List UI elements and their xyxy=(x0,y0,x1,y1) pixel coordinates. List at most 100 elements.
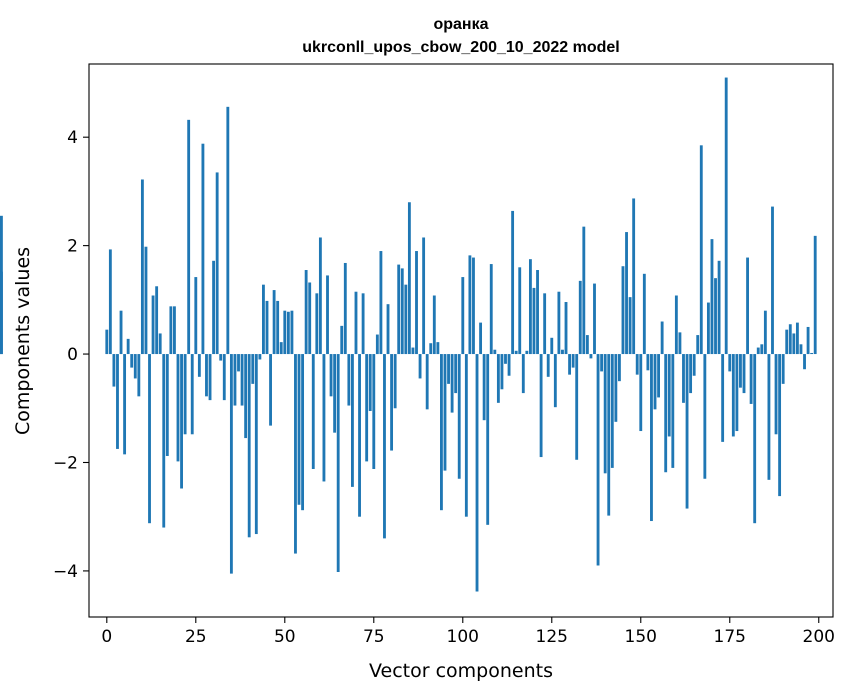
bar-177 xyxy=(735,354,739,432)
bar-145 xyxy=(621,266,625,355)
bar-97 xyxy=(450,354,454,413)
bar-74 xyxy=(368,354,372,411)
bar-193 xyxy=(792,333,796,355)
bar-155 xyxy=(657,354,660,398)
bar-39 xyxy=(244,354,248,439)
bar-33 xyxy=(222,354,226,401)
bar-194 xyxy=(795,322,799,355)
bar-86 xyxy=(411,347,415,355)
bar-19 xyxy=(173,306,176,355)
bar-143 xyxy=(614,354,618,422)
bar-164 xyxy=(689,354,693,394)
y-axis-ticks: −4 −2 0 2 4 xyxy=(53,128,89,582)
bar-91 xyxy=(429,343,433,355)
bar-118 xyxy=(525,350,529,355)
bar-198 xyxy=(810,352,814,355)
bar-125 xyxy=(550,337,554,355)
bar-10 xyxy=(140,179,144,355)
bar-27 xyxy=(201,143,205,355)
bar-65 xyxy=(336,354,340,572)
bar-3 xyxy=(116,354,119,449)
bar-11 xyxy=(144,246,148,355)
bar-20 xyxy=(176,354,180,462)
bar-106 xyxy=(482,354,486,421)
bar-99 xyxy=(457,354,461,479)
bar-191 xyxy=(785,329,789,355)
bar-21 xyxy=(180,354,183,489)
bar-23 xyxy=(187,119,191,355)
bar-69 xyxy=(351,354,354,487)
bar-186 xyxy=(767,354,771,480)
bar-34 xyxy=(226,106,230,355)
bar-105 xyxy=(479,322,483,355)
y-tick-label: 4 xyxy=(67,128,78,148)
bar-187 xyxy=(771,206,774,355)
bar-61 xyxy=(322,354,326,482)
bar-126 xyxy=(553,354,557,408)
bar-111 xyxy=(500,354,504,390)
bar-110 xyxy=(496,354,500,403)
bar-107 xyxy=(486,354,490,525)
bar-196 xyxy=(803,354,806,370)
bar-12 xyxy=(148,354,151,524)
bar-117 xyxy=(521,354,525,394)
bar-178 xyxy=(739,354,742,388)
bar-136 xyxy=(589,354,593,359)
x-tick-label: 200 xyxy=(803,627,835,647)
bar-120 xyxy=(532,287,536,355)
bar-93 xyxy=(436,342,440,355)
bar-2 xyxy=(112,354,116,387)
bar-81 xyxy=(393,354,397,409)
bar-24 xyxy=(190,354,194,435)
bar-62 xyxy=(326,275,329,355)
y-axis-label: Components values xyxy=(12,247,34,435)
bar-84 xyxy=(404,284,408,355)
bar-29 xyxy=(208,354,212,401)
bar-189 xyxy=(778,354,782,497)
bar-176 xyxy=(731,354,735,437)
bar-78 xyxy=(383,354,386,539)
bar-182 xyxy=(753,354,757,524)
bar-152 xyxy=(646,354,650,371)
bar-32 xyxy=(219,354,223,361)
bar-64 xyxy=(333,354,337,433)
bar-42 xyxy=(254,354,258,535)
x-tick-label: 0 xyxy=(101,627,112,647)
bar-108 xyxy=(489,264,493,355)
bar-131 xyxy=(571,354,575,368)
bar-102 xyxy=(468,255,472,355)
bar-89 xyxy=(422,237,426,355)
bar-157 xyxy=(664,354,668,473)
bar-53 xyxy=(294,354,297,554)
bar-4 xyxy=(119,310,123,355)
bar-172 xyxy=(717,260,721,355)
bar-13 xyxy=(151,295,155,355)
bar-15 xyxy=(158,333,162,355)
bar-133 xyxy=(578,280,582,355)
bar-73 xyxy=(365,354,369,462)
bar-67 xyxy=(343,262,347,355)
bar-192 xyxy=(788,324,792,355)
bar-38 xyxy=(240,354,244,406)
bar-41 xyxy=(251,354,255,384)
bar-49 xyxy=(279,342,283,355)
bar-48 xyxy=(276,300,280,355)
bar-190 xyxy=(781,354,785,384)
bar-197 xyxy=(806,326,810,355)
bar-139 xyxy=(600,354,604,372)
bar-167 xyxy=(699,145,703,355)
bar-82 xyxy=(397,264,401,355)
bar-98 xyxy=(454,354,458,394)
bar-183 xyxy=(756,347,760,355)
bar-151 xyxy=(642,273,646,355)
bar-100 xyxy=(461,277,465,355)
bar-45 xyxy=(265,300,269,355)
bar-36 xyxy=(233,354,237,406)
x-tick-label: 100 xyxy=(447,627,479,647)
x-axis-label: Vector components xyxy=(369,660,553,682)
bar-114 xyxy=(511,210,515,355)
bar-162 xyxy=(682,354,685,403)
bar-71 xyxy=(358,354,361,517)
bar-141 xyxy=(607,354,611,516)
